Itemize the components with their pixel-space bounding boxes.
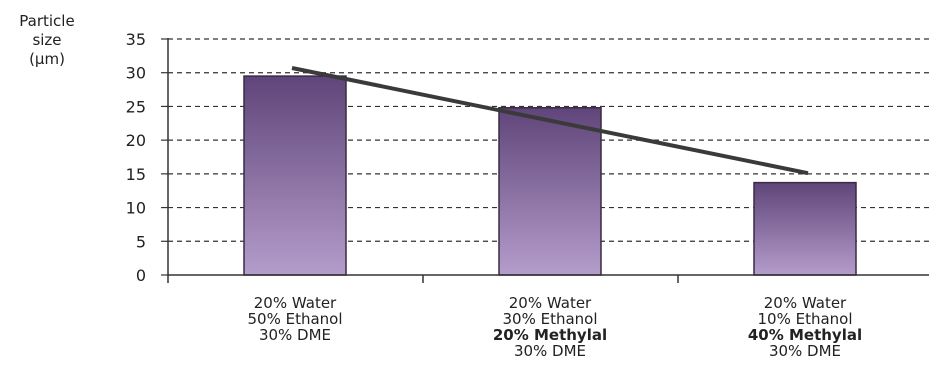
bar-0: [243, 75, 347, 276]
trendline: [291, 66, 809, 176]
bar-2: [753, 181, 857, 276]
y-axis-title-line-2: size: [32, 31, 61, 49]
y-axis-title-line-3: (μm): [29, 50, 65, 68]
bars: [243, 75, 857, 276]
x-category-2-line-0: 20% Water: [764, 294, 847, 312]
x-category-2-line-2: 40% Methylal: [748, 326, 862, 344]
x-category-1-line-1: 30% Ethanol: [502, 310, 597, 328]
x-category-1-line-3: 30% DME: [514, 342, 586, 360]
y-tick-label-5: 25: [126, 97, 146, 116]
y-tick-label-0: 0: [136, 266, 146, 285]
y-axis-title: Particle size (μm): [19, 12, 74, 68]
y-tick-label-6: 30: [126, 64, 146, 83]
x-category-1-line-0: 20% Water: [509, 294, 592, 312]
y-tick-label-1: 5: [136, 232, 146, 251]
x-category-0-line-2: 30% DME: [259, 326, 331, 344]
axes: [167, 38, 929, 283]
x-category-2-line-3: 30% DME: [769, 342, 841, 360]
y-axis-title-line-1: Particle: [19, 12, 74, 30]
bar-1: [498, 107, 602, 276]
trendline-group: [291, 66, 809, 176]
x-category-0-line-1: 50% Ethanol: [247, 310, 342, 328]
y-axis-ticks: 0 5 10 15 20 25 30 35: [126, 30, 168, 285]
y-tick-label-3: 15: [126, 165, 146, 184]
x-category-0-line-0: 20% Water: [254, 294, 337, 312]
x-category-1-line-2: 20% Methylal: [493, 326, 607, 344]
y-tick-label-7: 35: [126, 30, 146, 49]
y-tick-label-4: 20: [126, 131, 146, 150]
x-category-2-line-1: 10% Ethanol: [757, 310, 852, 328]
y-tick-label-2: 10: [126, 199, 146, 218]
